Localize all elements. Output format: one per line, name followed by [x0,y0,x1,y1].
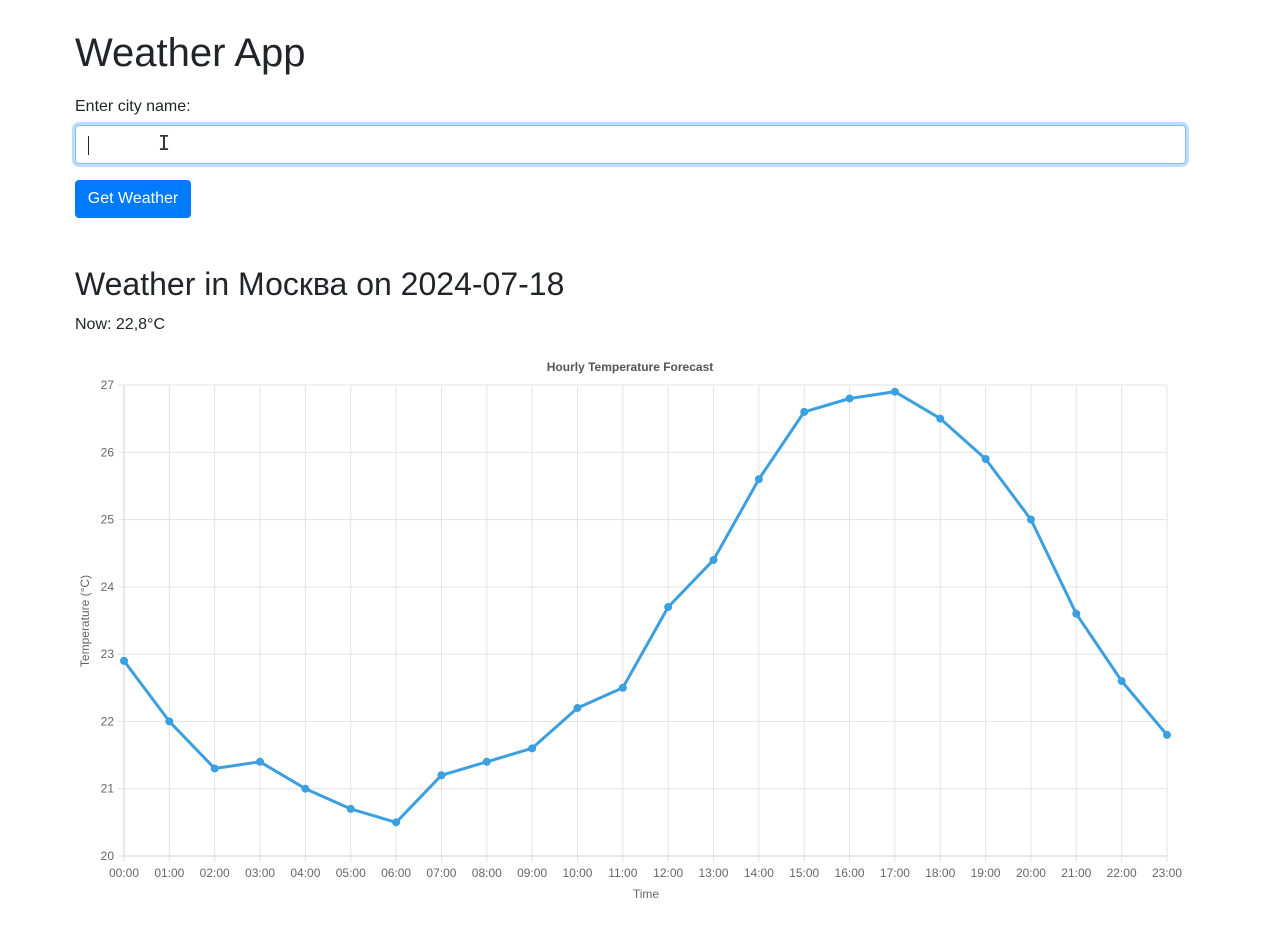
series-line [122,390,1169,824]
data-point [618,683,627,692]
x-tick-label: 14:00 [744,866,774,880]
data-point [981,455,990,464]
data-point [800,407,809,416]
y-tick-label: 23 [101,647,115,661]
y-tick-label: 25 [101,513,115,527]
data-point [392,818,401,827]
current-temperature: Now: 22,8°C [75,316,165,333]
y-tick-label: 22 [101,714,115,728]
x-tick-label: 09:00 [517,866,547,880]
y-tick-label: 24 [101,580,115,594]
data-point [1072,609,1081,618]
text-caret [88,136,89,155]
weather-heading: Weather in Москва on 2024-07-18 [75,266,565,302]
x-tick-label: 21:00 [1061,866,1091,880]
data-point [165,717,174,726]
y-tick-label: 20 [101,849,115,863]
x-tick-label: 03:00 [245,866,275,880]
data-point [120,656,128,665]
data-point [482,757,491,766]
data-point [1163,730,1171,739]
data-point [845,394,854,403]
x-tick-label: 04:00 [290,866,320,880]
data-point [1026,515,1035,524]
data-point [1117,677,1126,686]
x-tick-label: 05:00 [336,866,366,880]
x-tick-label: 10:00 [562,866,592,880]
x-tick-label: 13:00 [699,866,729,880]
city-input[interactable] [75,125,1186,164]
x-axis-label: Time [633,887,660,901]
app-title: Weather App [75,31,306,75]
x-tick-label: 17:00 [880,866,910,880]
x-tick-label: 01:00 [154,866,184,880]
x-tick-label: 02:00 [200,866,230,880]
x-tick-label: 23:00 [1152,866,1182,880]
x-tick-label: 00:00 [109,866,139,880]
x-tick-label: 22:00 [1107,866,1137,880]
data-point [437,771,446,780]
x-tick-label: 12:00 [653,866,683,880]
x-tick-label: 07:00 [426,866,456,880]
x-tick-label: 18:00 [925,866,955,880]
data-point [890,387,899,396]
y-tick-label: 27 [101,378,115,392]
data-point [573,703,582,712]
x-tick-label: 15:00 [789,866,819,880]
data-point [301,784,310,793]
data-point [256,757,265,766]
chart-title: Hourly Temperature Forecast [547,360,714,374]
x-tick-label: 16:00 [835,866,865,880]
data-point [210,764,219,773]
data-point [346,804,355,813]
x-tick-label: 19:00 [971,866,1001,880]
ibeam-cursor-icon: I [158,131,171,155]
y-tick-label: 21 [101,782,115,796]
x-tick-label: 06:00 [381,866,411,880]
data-point [709,555,718,564]
y-tick-label: 26 [101,445,115,459]
data-point [754,475,763,484]
x-tick-label: 20:00 [1016,866,1046,880]
city-input-label: Enter city name: [75,98,191,115]
data-point [936,414,945,423]
get-weather-button[interactable]: Get Weather [75,180,191,218]
x-tick-label: 11:00 [608,866,637,880]
data-point [528,744,537,753]
data-point [664,603,673,612]
x-tick-label: 08:00 [472,866,502,880]
y-axis-label: Temperature (°C) [78,575,92,667]
